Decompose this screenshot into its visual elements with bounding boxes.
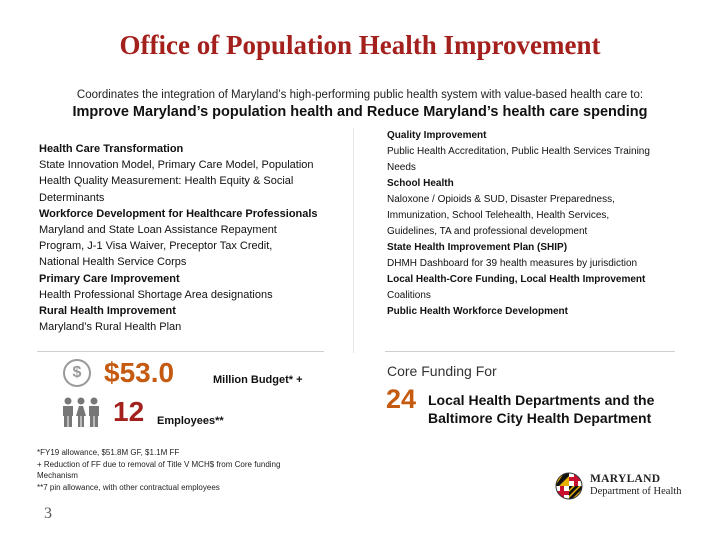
headline: Improve Maryland’s population health and… xyxy=(72,104,648,120)
program-detail: Health Quality Measurement: Health Equit… xyxy=(39,175,294,188)
program-detail: Guidelines, TA and professional developm… xyxy=(387,226,588,237)
program-detail: Determinants xyxy=(39,191,105,204)
employees-count: 12 xyxy=(113,396,145,427)
page-title: Office of Population Health Improvement xyxy=(119,30,601,60)
right-divider xyxy=(385,351,675,352)
program-detail: Immunization, School Telehealth, Health … xyxy=(387,210,610,221)
footnotes: *FY19 allowance, $51.8M GF, $1.1M FF + Re… xyxy=(37,447,337,493)
people-icon xyxy=(63,397,99,427)
program-heading: Public Health Workforce Development xyxy=(387,306,568,317)
program-detail: Program, J-1 Visa Waiver, Preceptor Tax … xyxy=(39,240,273,253)
program-heading: School Health xyxy=(387,178,454,189)
footnote: Mechanism xyxy=(37,471,78,480)
program-heading: Health Care Transformation xyxy=(39,143,184,155)
core-funding-description: Local Health Departments and the Baltimo… xyxy=(428,392,655,426)
logo-name: MARYLAND xyxy=(590,473,661,485)
program-detail: Naloxone / Opioids & SUD, Disaster Prepa… xyxy=(387,194,615,205)
employees-label: Employees** xyxy=(157,415,224,427)
page-number: 3 xyxy=(44,505,52,522)
program-detail: Public Health Accreditation, Public Heal… xyxy=(387,146,650,157)
program-detail: Maryland and State Loan Assistance Repay… xyxy=(39,224,277,237)
logo-department: Department of Health xyxy=(590,486,682,497)
budget-amount: $53.0 xyxy=(104,357,175,388)
core-funding-label: Core Funding For xyxy=(387,363,497,379)
left-divider xyxy=(37,351,324,352)
maryland-flag-icon xyxy=(555,472,583,500)
footnote: **7 pin allowance, with other contractua… xyxy=(37,482,220,492)
program-heading: Primary Care Improvement xyxy=(39,272,180,285)
footnote: + Reduction of FF due to removal of Titl… xyxy=(37,459,281,469)
subtitle: Coordinates the integration of Maryland’… xyxy=(76,89,644,101)
dollar-icon: $ xyxy=(63,359,91,387)
program-heading: Workforce Development for Healthcare Pro… xyxy=(39,207,318,220)
footnote: *FY19 allowance, $51.8M GF, $1.1M FF xyxy=(37,448,180,457)
right-program-list: Quality Improvement Public Health Accredi… xyxy=(387,128,687,320)
program-detail: Needs xyxy=(387,162,416,173)
program-heading: State Health Improvement Plan (SHIP) xyxy=(387,242,568,253)
column-divider xyxy=(353,128,354,353)
program-detail: Maryland’s Rural Health Plan xyxy=(39,321,182,334)
program-heading: Local Health-Core Funding, Local Health … xyxy=(387,274,646,285)
program-detail: State Innovation Model, Primary Care Mod… xyxy=(39,159,314,172)
program-detail: National Health Service Corps xyxy=(39,256,187,269)
program-detail: Health Professional Shortage Area design… xyxy=(39,288,273,301)
left-program-list: Health Care Transformation State Innovati… xyxy=(39,141,344,335)
program-heading: Quality Improvement xyxy=(387,130,487,141)
budget-label: Million Budget* + xyxy=(213,374,303,386)
core-funding-count: 24 xyxy=(386,384,417,414)
program-detail: Coalitions xyxy=(387,290,431,301)
program-detail: DHMH Dashboard for 39 health measures by… xyxy=(387,258,638,269)
program-heading: Rural Health Improvement xyxy=(39,305,176,318)
